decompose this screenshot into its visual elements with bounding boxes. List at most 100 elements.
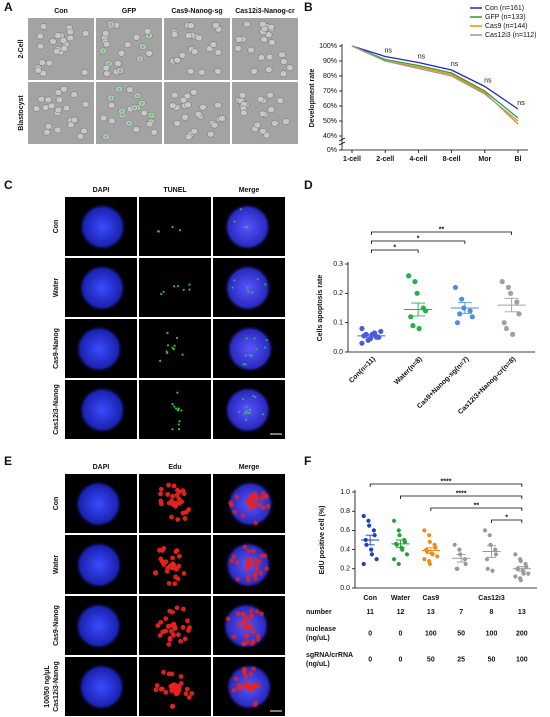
- embryo: [36, 42, 45, 50]
- embryo: [173, 120, 181, 127]
- significance-bracket: [370, 249, 419, 253]
- y-tick-label: 0.4: [340, 546, 350, 553]
- embryo: [62, 104, 71, 112]
- embryo: [32, 105, 41, 112]
- data-point: [501, 320, 507, 326]
- signal-spot: [241, 641, 246, 647]
- data-point: [518, 559, 523, 564]
- embryo: [250, 68, 258, 75]
- signal-spot: [175, 336, 179, 340]
- signal-spot: [242, 397, 245, 401]
- signal-spot: [166, 482, 171, 488]
- data-point: [505, 284, 512, 291]
- signal-spot: [253, 576, 258, 581]
- y-tick-label: 1.0: [340, 489, 350, 496]
- gfp-signal: [127, 121, 131, 125]
- significance-label: ****: [441, 478, 452, 485]
- signal-spot: [174, 605, 180, 611]
- embryo: [126, 86, 134, 94]
- row-label: Cas9-Nanog: [53, 328, 60, 369]
- row-label: Cas12i3-Nanog: [53, 661, 60, 712]
- signal-spot: [159, 359, 162, 362]
- embryo: [132, 126, 140, 133]
- signal-spot: [231, 634, 237, 640]
- significance-bracket: [370, 231, 513, 235]
- micrograph: [139, 258, 211, 317]
- signal-spot: [177, 423, 180, 426]
- embryo: [209, 41, 217, 48]
- data-point: [459, 296, 465, 302]
- embryo: [257, 54, 266, 61]
- y-tick-label: 50%: [323, 118, 337, 125]
- error-bar: [395, 539, 406, 549]
- significance-bracket: [491, 519, 523, 523]
- x-tick-label: 8-cell: [443, 156, 461, 163]
- data-point: [454, 320, 461, 326]
- data-point: [371, 528, 376, 533]
- signal-spot: [152, 570, 158, 576]
- data-point: [469, 314, 475, 320]
- x-tick-label: 2-cell: [376, 156, 394, 163]
- signal-spot: [245, 410, 248, 413]
- data-point: [524, 564, 529, 569]
- data-point: [394, 542, 399, 547]
- signal-spot: [180, 625, 186, 630]
- signal-spot: [252, 491, 258, 497]
- embryo: [80, 127, 88, 135]
- signal-spot: [176, 501, 182, 506]
- gfp-signal: [107, 62, 111, 66]
- data-point: [367, 523, 372, 528]
- annotation: ns: [451, 61, 459, 68]
- x-tick-label: 1-cell: [343, 156, 361, 163]
- data-point: [457, 547, 462, 552]
- y-tick-label: 0.2: [333, 290, 343, 297]
- gfp-signal: [117, 87, 121, 91]
- data-point: [510, 331, 516, 337]
- embryo: [45, 59, 54, 67]
- data-point: [412, 279, 418, 285]
- gfp-signal: [101, 49, 105, 53]
- row-label: Water: [53, 278, 60, 297]
- data-point: [493, 552, 499, 557]
- signal-spot: [189, 691, 195, 696]
- signal-spot: [244, 615, 250, 621]
- signal-spot: [164, 568, 170, 574]
- column-label: DAPI: [93, 187, 110, 194]
- error-bar: [365, 534, 375, 546]
- embryo: [54, 89, 62, 96]
- embryo: [60, 45, 68, 52]
- gfp-signal: [109, 96, 113, 100]
- data-point: [359, 325, 365, 332]
- series-line: [351, 45, 519, 122]
- signal-spot: [162, 290, 165, 293]
- data-point: [493, 547, 498, 552]
- signal-spot: [168, 628, 174, 634]
- signal-spot: [250, 638, 256, 644]
- table-row-label: nuclease: [306, 626, 336, 633]
- error-bar: [364, 333, 379, 338]
- signal-spot: [166, 641, 172, 647]
- signal-spot: [183, 691, 189, 697]
- embryo: [76, 133, 85, 140]
- embryo: [199, 103, 207, 111]
- embryo: [266, 53, 274, 61]
- signal-spot: [180, 488, 186, 494]
- signal-spot: [165, 491, 171, 497]
- panel-letter: C: [4, 178, 13, 192]
- data-point: [359, 340, 365, 346]
- table-cell: 100: [516, 656, 528, 663]
- signal-spot: [158, 486, 164, 492]
- column-label: Edu: [168, 464, 181, 471]
- signal-spot: [166, 671, 172, 677]
- signal-spot: [174, 492, 180, 498]
- data-point: [435, 554, 440, 559]
- signal-spot: [163, 690, 169, 695]
- signal-spot: [248, 408, 252, 411]
- embryo: [114, 60, 122, 67]
- signal-spot: [233, 220, 236, 223]
- signal-spot: [154, 683, 160, 688]
- signal-spot: [242, 363, 245, 366]
- data-point: [526, 571, 531, 576]
- x-tick-label: Con: [363, 595, 377, 602]
- significance-label: ****: [456, 490, 467, 497]
